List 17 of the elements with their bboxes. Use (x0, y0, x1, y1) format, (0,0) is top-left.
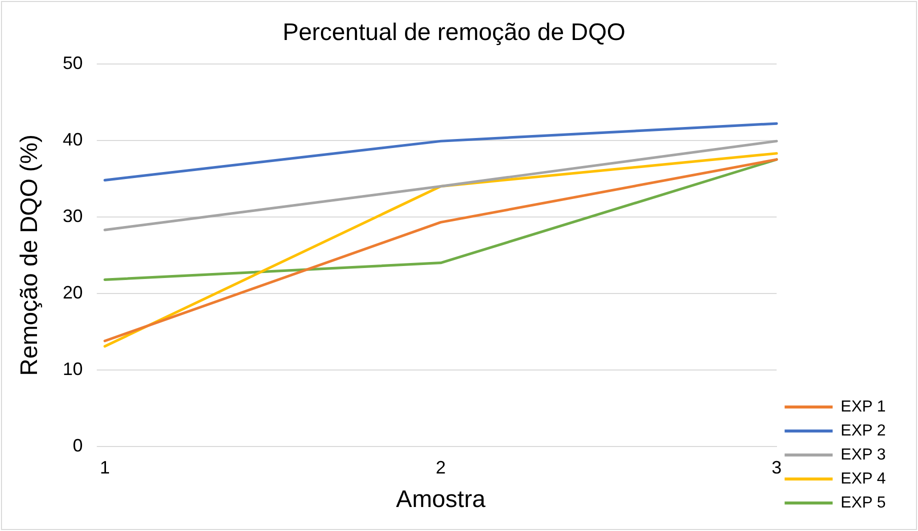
legend-label: EXP 3 (840, 446, 886, 464)
legend-label: EXP 4 (840, 470, 886, 488)
y-tick-label: 40 (62, 129, 83, 150)
y-tick-label: 30 (62, 206, 83, 226)
x-tick-label: 3 (772, 457, 782, 478)
chart-title: Percentual de remoção de DQO (282, 19, 626, 46)
legend-label: EXP 5 (840, 494, 886, 512)
y-tick-label: 0 (72, 436, 83, 456)
y-tick-label: 20 (62, 282, 83, 302)
y-tick-label: 50 (62, 52, 83, 73)
x-tick-label: 1 (100, 457, 110, 478)
legend-label: EXP 2 (840, 422, 886, 440)
x-axis-title: Amostra (396, 486, 486, 514)
y-axis-title: Remoção de DQO (%) (16, 134, 44, 376)
y-tick-label: 10 (62, 359, 83, 380)
legend-label: EXP 1 (840, 398, 886, 416)
x-tick-label: 2 (436, 457, 446, 478)
